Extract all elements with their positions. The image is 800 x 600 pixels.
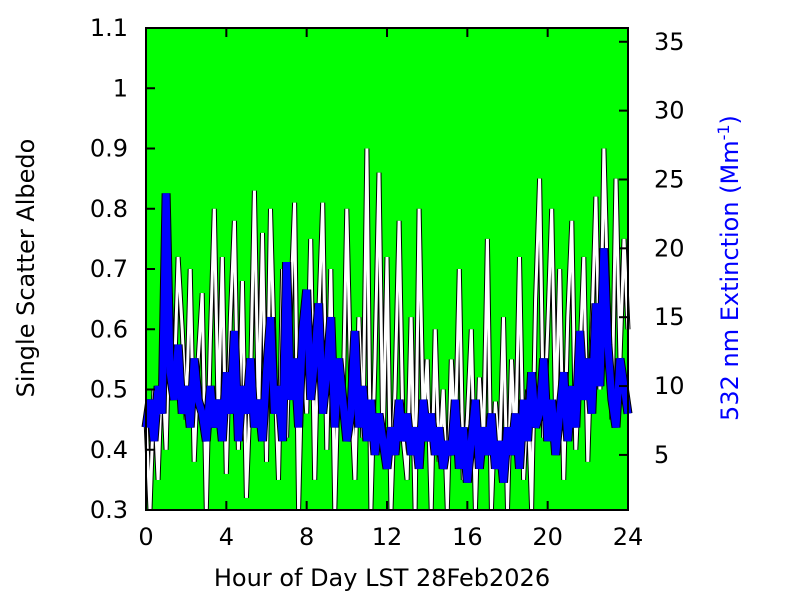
x-tick-label: 16 — [452, 523, 483, 551]
y-tick-label: 0.7 — [90, 255, 128, 283]
y2-tick-label: 5 — [654, 441, 669, 469]
y-tick-label: 0.6 — [90, 315, 128, 343]
x-axis-title: Hour of Day LST 28Feb2026 — [214, 564, 550, 592]
extinction-series — [141, 193, 633, 483]
y2-tick-label: 15 — [654, 303, 685, 331]
albedo-series — [143, 148, 631, 511]
series-line-1 — [142, 193, 632, 483]
x-tick-label: 12 — [372, 523, 403, 551]
x-tick-label: 4 — [219, 523, 234, 551]
series-line-0 — [144, 148, 630, 511]
y2-tick-label: 10 — [654, 372, 685, 400]
x-tick-label: 20 — [532, 523, 563, 551]
y-axis-title: Single Scatter Albedo — [12, 139, 40, 398]
y-tick-label: 1 — [113, 74, 128, 102]
y2-tick-label: 35 — [654, 28, 685, 56]
x-tick-label: 0 — [138, 523, 153, 551]
y-tick-label: 1.1 — [90, 14, 128, 42]
x-axis: 0 4 8 12 16 20 24 — [138, 28, 643, 551]
y2-axis-title-main: 532 nm Extinction (Mm — [716, 140, 744, 421]
y2-axis-title-close: ) — [716, 115, 744, 124]
y-tick-label: 0.4 — [90, 436, 128, 464]
y2-tick-label: 20 — [654, 234, 685, 262]
y2-tick-label: 25 — [654, 165, 685, 193]
y-axis-left: 0.3 0.4 0.5 0.6 0.7 0.8 0.9 1 1.1 — [90, 14, 155, 524]
y-tick-label: 0.8 — [90, 195, 128, 223]
y-tick-label: 0.9 — [90, 135, 128, 163]
x-tick-label: 8 — [299, 523, 314, 551]
y2-tick-label: 30 — [654, 97, 685, 125]
y2-axis-title: 532 nm Extinction (Mm-1) — [714, 115, 744, 421]
y-tick-label: 0.3 — [90, 496, 128, 524]
x-tick-label: 24 — [613, 523, 644, 551]
y2-axis-title-sup: -1 — [714, 124, 733, 140]
y-tick-label: 0.5 — [90, 376, 128, 404]
y-axis-right: 5 10 15 20 25 30 35 — [619, 28, 685, 469]
